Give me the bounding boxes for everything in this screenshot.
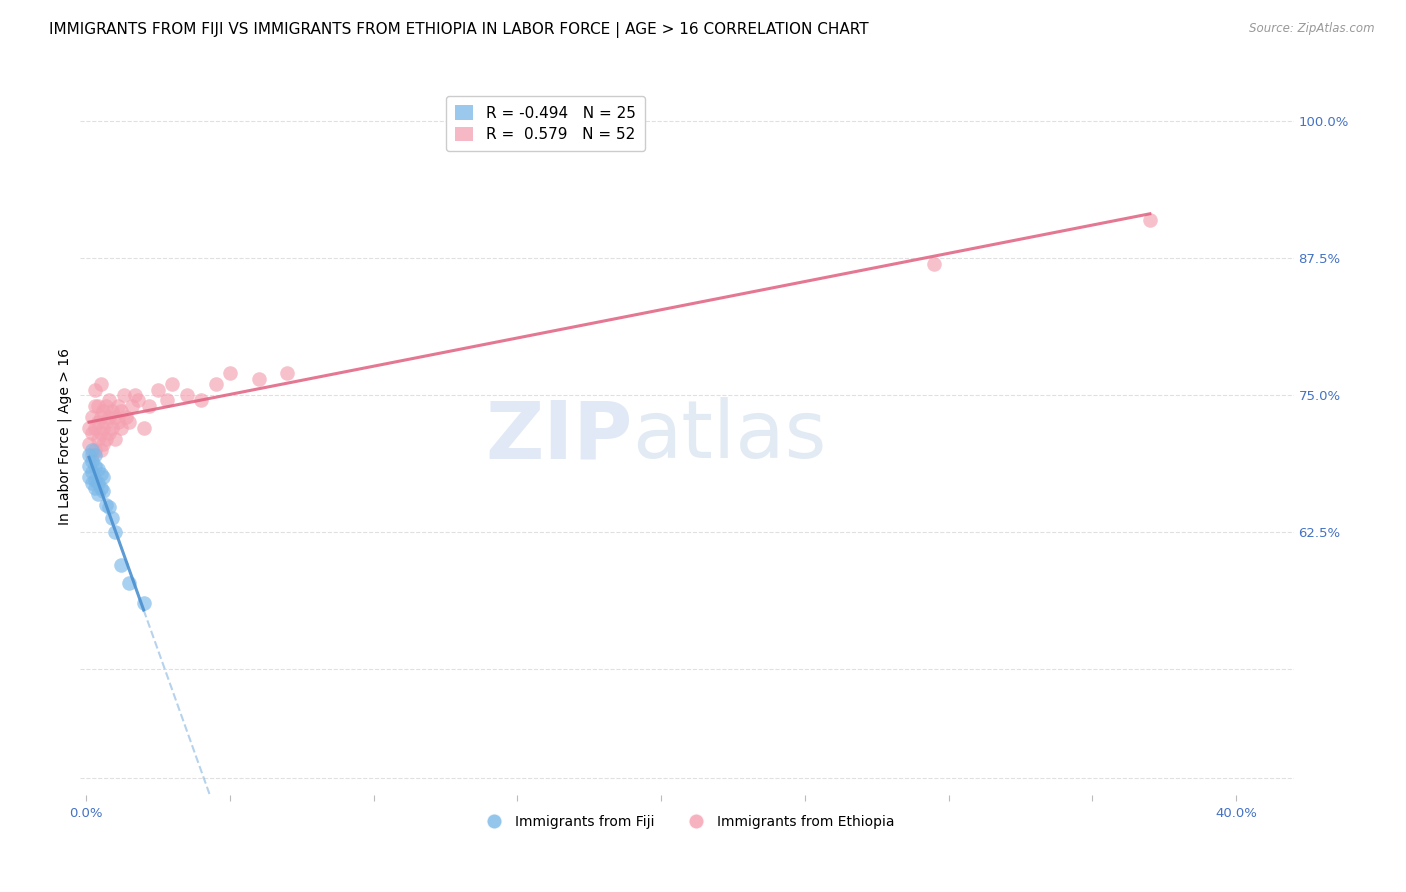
Point [89,377,111,392]
Point [132,421,155,435]
Point [1139,212,1161,227]
Point [93,484,115,499]
Point [146,383,169,397]
Point [98,409,121,424]
Point [86,416,108,430]
Point [98,426,121,441]
Point [101,510,124,524]
Point [89,481,111,495]
Point [107,399,129,413]
Text: atlas: atlas [633,397,827,475]
Point [83,421,105,435]
Point [98,393,121,408]
Point [77,459,100,474]
Point [83,399,105,413]
Point [83,459,105,474]
Point [77,470,100,484]
Point [80,442,103,457]
Point [96,416,118,430]
Point [176,388,198,402]
Point [121,399,143,413]
Point [86,399,108,413]
Point [83,442,105,457]
Point [104,524,127,539]
Point [115,409,138,424]
Y-axis label: In Labor Force | Age > 16: In Labor Force | Age > 16 [58,348,72,524]
Point [110,421,132,435]
Point [101,404,124,418]
Point [276,366,298,380]
Point [132,596,155,610]
Point [83,448,105,462]
Text: Source: ZipAtlas.com: Source: ZipAtlas.com [1250,22,1375,36]
Point [93,421,115,435]
Point [101,421,124,435]
Text: ZIP: ZIP [485,397,633,475]
Point [204,377,226,392]
Point [104,432,127,446]
Point [96,399,118,413]
Point [93,470,115,484]
Point [80,448,103,462]
Point [98,500,121,514]
Point [96,498,118,512]
Point [112,388,135,402]
Point [86,475,108,490]
Point [110,558,132,572]
Point [93,404,115,418]
Point [80,475,103,490]
Legend: Immigrants from Fiji, Immigrants from Ethiopia: Immigrants from Fiji, Immigrants from Et… [474,809,900,834]
Point [118,576,141,591]
Point [104,409,127,424]
Text: IMMIGRANTS FROM FIJI VS IMMIGRANTS FROM ETHIOPIA IN LABOR FORCE | AGE > 16 CORRE: IMMIGRANTS FROM FIJI VS IMMIGRANTS FROM … [49,22,869,38]
Point [127,393,149,408]
Point [80,426,103,441]
Point [110,404,132,418]
Point [86,462,108,476]
Point [77,437,100,451]
Point [77,421,100,435]
Point [219,366,242,380]
Point [124,388,146,402]
Point [83,474,105,488]
Point [86,486,108,500]
Point [89,409,111,424]
Point [86,432,108,446]
Point [118,416,141,430]
Point [190,393,212,408]
Point [93,437,115,451]
Point [247,371,270,385]
Point [80,453,103,467]
Point [89,442,111,457]
Point [138,399,160,413]
Point [83,383,105,397]
Point [89,467,111,481]
Point [922,257,945,271]
Point [83,481,105,495]
Point [80,409,103,424]
Point [96,432,118,446]
Point [80,465,103,479]
Point [156,393,179,408]
Point [77,448,100,462]
Point [89,426,111,441]
Point [107,416,129,430]
Point [162,377,184,392]
